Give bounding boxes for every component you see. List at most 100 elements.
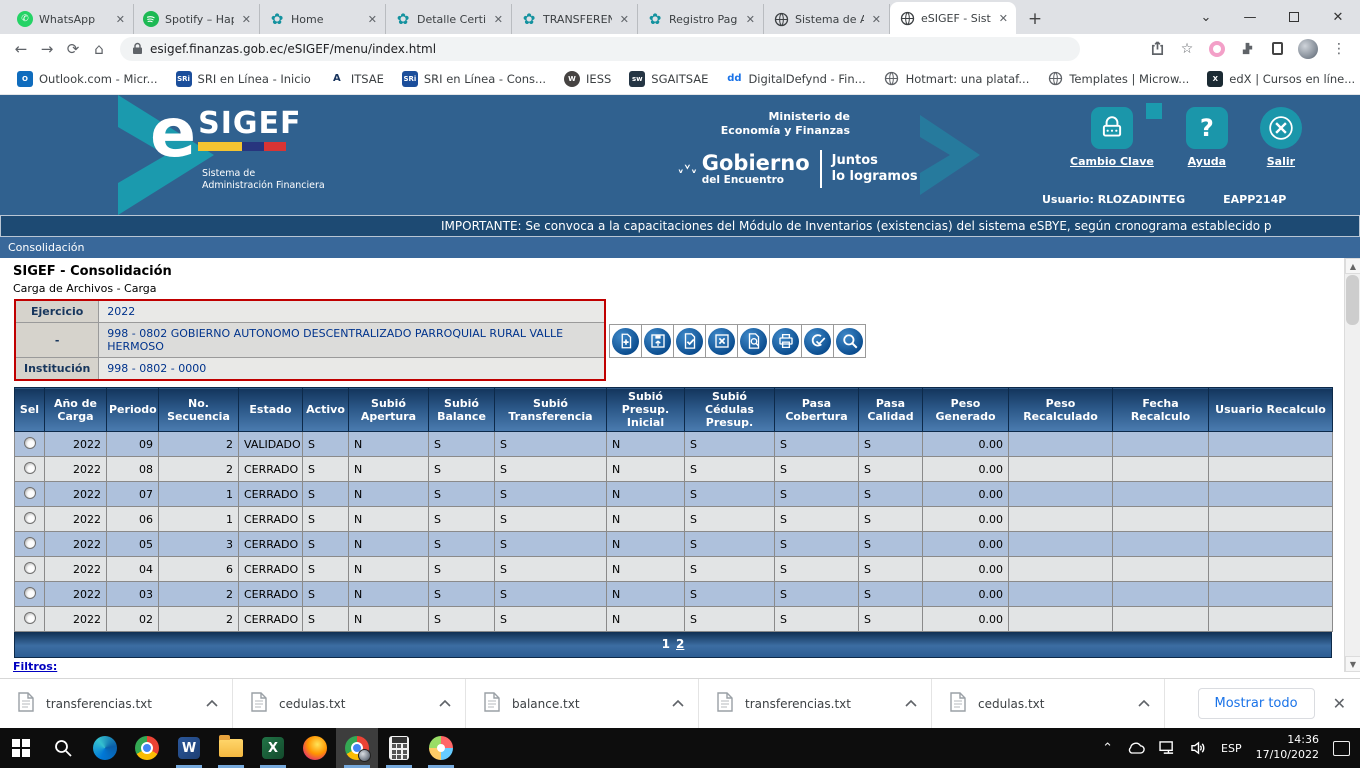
column-header-4[interactable]: No. Secuencia	[158, 387, 239, 432]
download-chevron-icon[interactable]	[206, 697, 218, 710]
url-field[interactable]: esigef.finanzas.gob.ec/eSIGEF/menu/index…	[120, 36, 1080, 61]
select-cell[interactable]	[14, 531, 45, 557]
search-icon[interactable]	[42, 728, 84, 768]
download-item-3[interactable]: balance.txt	[466, 679, 699, 728]
column-header-6[interactable]: Activo	[302, 387, 349, 432]
onedrive-icon[interactable]	[1127, 742, 1145, 755]
file-explorer-icon[interactable]	[210, 728, 252, 768]
excel-icon[interactable]: X	[252, 728, 294, 768]
browser-tab-1[interactable]: ✆ WhatsApp ✕	[8, 4, 134, 34]
select-cell[interactable]	[14, 606, 45, 632]
browser-tab-7[interactable]: Sistema de A ✕	[764, 4, 890, 34]
row-radio-button[interactable]	[23, 486, 36, 499]
browser-tab-6[interactable]: ✿ Registro Pago ✕	[638, 4, 764, 34]
column-header-13[interactable]: Pasa Calidad	[858, 387, 923, 432]
bookmark-item-2[interactable]: SRi SRI en Línea - Inicio	[169, 68, 318, 90]
tab-close-icon[interactable]: ✕	[871, 12, 881, 26]
column-header-17[interactable]: Usuario Recalculo	[1208, 387, 1333, 432]
column-header-14[interactable]: Peso Generado	[922, 387, 1009, 432]
chrome-icon[interactable]	[126, 728, 168, 768]
page-scrollbar[interactable]: ▲ ▼	[1344, 258, 1360, 672]
minimize-button[interactable]: —	[1243, 9, 1257, 25]
action-lock[interactable]: Cambio Clave	[1070, 107, 1154, 168]
download-chevron-icon[interactable]	[905, 697, 917, 710]
row-radio-button[interactable]	[23, 611, 36, 624]
toolbar-validar-button[interactable]	[673, 324, 706, 358]
filters-link[interactable]: Filtros:	[13, 660, 58, 673]
close-window-button[interactable]: ✕	[1332, 9, 1344, 25]
download-item-2[interactable]: cedulas.txt	[233, 679, 466, 728]
bookmark-star-icon[interactable]: ☆	[1180, 40, 1194, 57]
select-cell[interactable]	[14, 581, 45, 607]
column-header-16[interactable]: Fecha Recalculo	[1112, 387, 1209, 432]
row-radio-button[interactable]	[23, 536, 36, 549]
tab-close-icon[interactable]: ✕	[619, 12, 629, 26]
forward-button[interactable]: →	[40, 39, 54, 58]
toolbar-aprobar-button[interactable]	[801, 324, 834, 358]
column-header-1[interactable]: Sel	[14, 387, 45, 432]
edge-icon[interactable]	[84, 728, 126, 768]
volume-icon[interactable]	[1190, 741, 1207, 755]
toolbar-consultar-button[interactable]	[833, 324, 866, 358]
scroll-thumb[interactable]	[1346, 275, 1359, 325]
column-header-8[interactable]: Subió Balance	[428, 387, 495, 432]
home-button[interactable]: ⌂	[94, 39, 104, 58]
close-downloads-icon[interactable]: ✕	[1332, 694, 1346, 713]
reload-button[interactable]: ⟳	[66, 39, 80, 58]
browser-tab-4[interactable]: ✿ Detalle Certifi ✕	[386, 4, 512, 34]
new-tab-button[interactable]: +	[1027, 9, 1043, 29]
browser-tab-8[interactable]: eSIGEF - Siste ✕	[890, 2, 1016, 34]
row-radio-button[interactable]	[23, 511, 36, 524]
toolbar-crear-button[interactable]	[609, 324, 642, 358]
tab-search-chevron-icon[interactable]: ⌄	[1200, 9, 1212, 25]
select-cell[interactable]	[14, 481, 45, 507]
column-header-5[interactable]: Estado	[238, 387, 303, 432]
action-question[interactable]: ? Ayuda	[1185, 107, 1228, 168]
scroll-up-arrow[interactable]: ▲	[1345, 258, 1360, 274]
download-chevron-icon[interactable]	[672, 697, 684, 710]
column-header-11[interactable]: Subió Cédulas Presup.	[684, 387, 775, 432]
maximize-button[interactable]	[1272, 0, 1316, 34]
paint-icon[interactable]	[420, 728, 462, 768]
firefox-icon[interactable]	[294, 728, 336, 768]
chrome-profile-window-icon[interactable]	[336, 728, 378, 768]
column-header-9[interactable]: Subió Transferencia	[494, 387, 607, 432]
tray-chevron-icon[interactable]: ⌃	[1102, 740, 1114, 756]
download-chevron-icon[interactable]	[1138, 697, 1150, 710]
bookmark-item-6[interactable]: sw SGAITSAE	[622, 68, 715, 90]
select-cell[interactable]	[14, 456, 45, 482]
column-header-3[interactable]: Periodo	[106, 387, 159, 432]
clock[interactable]: 14:36 17/10/2022	[1256, 733, 1319, 763]
start-button[interactable]	[0, 728, 42, 768]
row-radio-button[interactable]	[23, 561, 36, 574]
tab-close-icon[interactable]: ✕	[367, 12, 377, 26]
bookmark-item-4[interactable]: SRi SRI en Línea - Cons...	[395, 68, 553, 90]
tab-close-icon[interactable]: ✕	[998, 11, 1008, 25]
row-radio-button[interactable]	[23, 436, 36, 449]
row-radio-button[interactable]	[23, 461, 36, 474]
column-header-12[interactable]: Pasa Cobertura	[774, 387, 859, 432]
bookmark-item-5[interactable]: W IESS	[557, 68, 618, 90]
tab-close-icon[interactable]: ✕	[115, 12, 125, 26]
scroll-down-arrow[interactable]: ▼	[1345, 656, 1360, 672]
language-indicator[interactable]: ESP	[1221, 741, 1242, 755]
toolbar-guardar-button[interactable]	[641, 324, 674, 358]
calculator-icon[interactable]	[378, 728, 420, 768]
menu-kebab-icon[interactable]: ⋮	[1332, 40, 1346, 57]
browser-tab-5[interactable]: ✿ TRANSFEREN ✕	[512, 4, 638, 34]
tab-close-icon[interactable]: ✕	[745, 12, 755, 26]
download-item-1[interactable]: transferencias.txt	[0, 679, 233, 728]
download-item-5[interactable]: cedulas.txt	[932, 679, 1165, 728]
bookmark-item-3[interactable]: A ITSAE	[322, 68, 391, 90]
bookmark-item-8[interactable]: Hotmart: una plataf...	[877, 68, 1037, 90]
column-header-2[interactable]: Año de Carga	[44, 387, 107, 432]
network-icon[interactable]	[1159, 741, 1176, 755]
bookmark-item-7[interactable]: dd DigitalDefynd - Fin...	[719, 68, 872, 90]
toolbar-imprimir-button[interactable]	[769, 324, 802, 358]
select-cell[interactable]	[14, 506, 45, 532]
extensions-puzzle-icon[interactable]	[1238, 40, 1256, 58]
tab-close-icon[interactable]: ✕	[493, 12, 503, 26]
browser-tab-2[interactable]: Spotify – Hap ✕	[134, 4, 260, 34]
tab-close-icon[interactable]: ✕	[241, 12, 251, 26]
